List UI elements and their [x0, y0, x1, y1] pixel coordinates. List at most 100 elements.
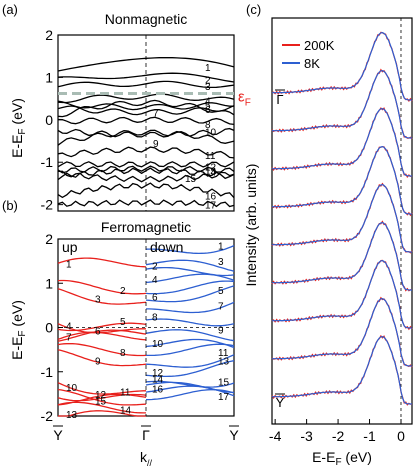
band-label: 3 — [218, 257, 224, 268]
panel-a-ytick-label: -1 — [41, 154, 54, 170]
spectrum-curve-200K — [271, 296, 413, 368]
band-line — [145, 318, 235, 327]
band-label: 3 — [95, 295, 101, 306]
band-label: 2 — [152, 262, 158, 273]
panel-a-ylabel: E-EF (eV) — [9, 98, 28, 158]
fermi-level-label: εF — [238, 89, 251, 109]
panel-b-label: (b) — [2, 198, 18, 213]
band-line — [145, 259, 235, 272]
legend-200k-label: 200K — [304, 38, 335, 53]
panel-c-xtick-label: -1 — [363, 428, 376, 444]
panel-b-ytick-label: 2 — [45, 231, 53, 247]
band-label: 6 — [205, 105, 211, 116]
panel-b-ytick-label: -2 — [41, 408, 54, 424]
band-label: 15 — [95, 397, 107, 408]
band-line — [57, 388, 147, 406]
band-line — [145, 385, 235, 397]
band-label: 9 — [153, 139, 159, 150]
panel-c-plot: -4 -3 -2 -1 0 — [269, 17, 413, 444]
band-label: 2 — [205, 76, 211, 87]
panel-b-ytick-label: -1 — [41, 364, 54, 380]
band-line — [145, 360, 235, 378]
panel-b-xlabel: k// — [140, 449, 153, 468]
legend-8k-label: 8K — [304, 56, 320, 71]
band-label: 16 — [205, 191, 217, 202]
band-line — [57, 401, 146, 414]
band-line — [146, 301, 235, 314]
band-label: 12 — [205, 162, 217, 173]
band-label: 5 — [218, 286, 224, 297]
spectrum-curve-200K — [271, 182, 413, 254]
spectrum-curve-8K — [272, 145, 412, 215]
panel-b-spin-up-bands — [57, 257, 147, 417]
band-line — [57, 129, 235, 146]
band-line — [146, 343, 235, 357]
band-line — [57, 279, 147, 295]
panel-a-yticks: 2 1 0 -1 -2 — [41, 27, 63, 213]
band-line — [57, 170, 235, 183]
panel-b-xtick-label: Y — [53, 427, 63, 443]
band-line — [145, 338, 235, 349]
panel-c-ylabel: Intensity (arb. units) — [243, 164, 259, 287]
band-label: 15 — [185, 174, 197, 185]
band-label: 7 — [218, 301, 224, 312]
panel-b-xtick-label: Y — [229, 427, 239, 443]
panel-c-xtick-label: -4 — [269, 428, 282, 444]
panel-c-spectra — [271, 31, 413, 406]
band-label: 8 — [205, 120, 211, 131]
band-line — [145, 245, 235, 255]
band-label: 6 — [95, 327, 101, 338]
band-line — [145, 266, 235, 277]
band-line — [57, 80, 235, 89]
band-label: 8 — [152, 312, 158, 323]
spectrum-curve-200K — [271, 146, 413, 217]
band-label: 17 — [205, 201, 217, 212]
band-label: 3 — [205, 82, 211, 93]
spectrum-curve-200K — [271, 68, 413, 140]
spectrum-curve-8K — [272, 259, 412, 329]
spectrum-curve-8K — [272, 335, 412, 405]
spectrum-curve-8K — [272, 69, 412, 139]
panel-c-y-label: Y — [276, 395, 285, 410]
band-label: 9 — [95, 357, 101, 368]
band-label: 6 — [152, 293, 158, 304]
spectrum-curve-8K — [272, 297, 412, 367]
band-line — [57, 329, 147, 342]
band-line — [57, 99, 235, 118]
band-label: 11 — [120, 388, 131, 399]
panel-a-ytick-label: 1 — [45, 69, 53, 85]
band-label: 4 — [205, 97, 211, 108]
band-label: 5 — [205, 101, 211, 112]
band-label: 14 — [152, 374, 164, 385]
band-line — [145, 354, 235, 368]
spectrum-curve-8K — [272, 183, 412, 253]
spin-up-label: up — [62, 239, 78, 255]
panel-c-xlabel: E-EF (eV) — [312, 449, 372, 468]
band-label: 10 — [152, 339, 164, 350]
band-line — [57, 342, 147, 357]
band-line — [145, 380, 235, 388]
panel-b-ytick-label: 1 — [45, 275, 53, 291]
panel-a-label: (a) — [2, 2, 18, 17]
spectrum-curve-8K — [272, 31, 412, 101]
band-line — [57, 93, 235, 104]
panel-a-title: Nonmagnetic — [105, 11, 188, 27]
band-line — [146, 389, 235, 401]
spectrum-curve-8K — [272, 221, 412, 291]
band-label: 11 — [218, 348, 229, 359]
band-label: 9 — [218, 326, 224, 337]
spectrum-curve-8K — [272, 107, 412, 177]
spectrum-curve-200K — [271, 220, 413, 292]
panel-c-xticks: -4 -3 -2 -1 0 — [269, 419, 405, 444]
panel-c-xtick-label: -3 — [300, 428, 313, 444]
band-line — [57, 382, 146, 395]
band-line — [145, 273, 235, 284]
band-line — [145, 285, 235, 303]
band-label: 10 — [66, 383, 78, 394]
panel-a-ytick-label: 0 — [45, 112, 53, 128]
panel-c-gamma-label: Γ — [276, 92, 283, 107]
band-label: 11 — [205, 151, 216, 162]
